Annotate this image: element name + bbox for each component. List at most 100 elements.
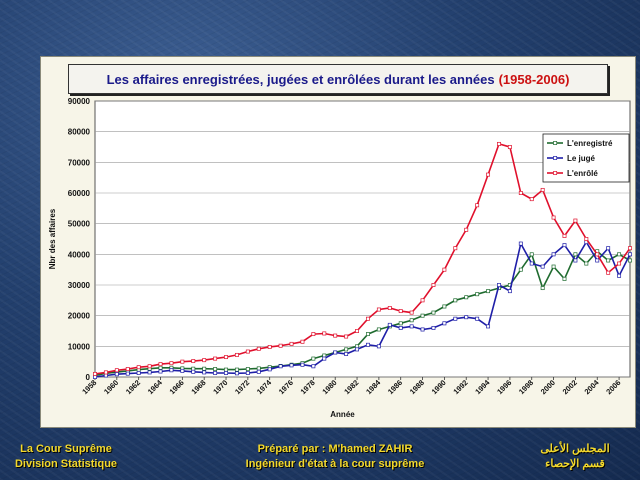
data-point — [497, 141, 501, 146]
data-point — [344, 352, 349, 356]
data-point — [289, 363, 294, 368]
data-point — [486, 324, 491, 329]
data-point — [376, 327, 381, 332]
data-point — [617, 261, 622, 266]
data-point — [518, 267, 523, 272]
y-tick-label: 60000 — [68, 189, 91, 198]
data-point — [628, 252, 632, 257]
data-point — [311, 364, 316, 369]
data-point — [628, 258, 632, 263]
data-point — [431, 310, 436, 315]
data-point — [278, 343, 283, 348]
data-point — [376, 344, 381, 349]
data-point — [234, 371, 239, 376]
x-tick-label: 1986 — [386, 378, 404, 396]
x-tick-label: 2002 — [561, 378, 579, 396]
data-point — [518, 191, 523, 195]
x-tick-label: 1966 — [168, 378, 186, 396]
x-tick-label: 2004 — [582, 377, 601, 396]
data-point — [136, 365, 141, 370]
data-point — [409, 310, 414, 315]
data-point — [191, 369, 196, 374]
data-point — [93, 371, 97, 376]
y-tick-label: 40000 — [68, 250, 91, 259]
x-tick-label: 1964 — [146, 377, 165, 396]
data-point — [333, 350, 338, 355]
data-point — [344, 334, 349, 339]
data-point — [278, 364, 283, 369]
data-point — [158, 365, 163, 370]
data-point — [475, 203, 480, 208]
data-point — [464, 315, 469, 320]
chart-title: Les affaires enregistrées, jugées et enr… — [68, 64, 608, 94]
data-point — [398, 321, 403, 326]
data-point — [311, 356, 316, 361]
footer-middle: Préparé par : M'hamed ZAHIR Ingénieur d'… — [200, 442, 470, 472]
legend-marker — [553, 141, 558, 145]
data-point — [256, 369, 261, 374]
data-point — [464, 295, 469, 300]
data-point — [562, 243, 567, 248]
data-point — [180, 368, 185, 373]
data-point — [529, 252, 534, 257]
x-tick-label: 1984 — [364, 377, 383, 396]
data-point — [540, 187, 545, 192]
data-point — [245, 371, 250, 375]
data-point — [486, 289, 491, 294]
data-point — [595, 258, 600, 263]
data-point — [431, 325, 436, 330]
legend-label: L'enregistré — [567, 139, 613, 148]
x-tick-label: 1996 — [495, 378, 513, 396]
data-point — [409, 318, 414, 323]
data-point — [147, 370, 152, 375]
data-point — [398, 309, 403, 314]
x-tick-label: 1988 — [408, 378, 426, 396]
data-point — [617, 273, 622, 278]
x-tick-label: 1998 — [517, 378, 535, 396]
data-point — [202, 370, 207, 375]
data-point — [202, 358, 207, 363]
data-point — [125, 367, 130, 371]
data-point — [224, 367, 228, 372]
x-tick-label: 1958 — [80, 378, 98, 396]
data-point — [540, 264, 545, 269]
data-point — [366, 316, 370, 321]
footer-left: La Cour Suprême Division Statistique — [6, 442, 126, 472]
footer-author-title: Ingénieur d'état à la cour suprême — [245, 458, 425, 470]
data-point — [103, 370, 108, 375]
y-tick-label: 0 — [86, 373, 91, 382]
x-tick-label: 1962 — [124, 378, 142, 396]
data-point — [191, 359, 196, 364]
line-chart: 0 10000 20000 30000 40000 50000 60000 70000 8000… — [48, 97, 632, 419]
data-point — [595, 252, 600, 257]
data-point — [158, 369, 163, 374]
data-point — [169, 361, 174, 366]
data-point — [256, 346, 261, 351]
x-tick-label: 1990 — [430, 378, 448, 396]
data-point — [628, 246, 632, 251]
data-point — [431, 283, 436, 287]
y-tick-label: 80000 — [68, 128, 91, 137]
data-point — [584, 261, 589, 266]
data-point — [289, 341, 294, 346]
x-tick-label: 1970 — [211, 378, 229, 396]
data-point — [213, 356, 218, 361]
data-point — [497, 283, 501, 287]
footer-author: Préparé par : M'hamed ZAHIR — [257, 443, 413, 455]
data-point — [267, 367, 272, 372]
x-tick-label: 1992 — [451, 378, 469, 396]
legend-label: L'enrôlé — [567, 169, 598, 178]
data-point — [442, 304, 447, 309]
chart-title-text: Les affaires enregistrées, jugées et enr… — [106, 71, 495, 87]
data-point — [300, 362, 305, 367]
x-tick-label: 1960 — [102, 378, 120, 396]
data-point — [366, 342, 370, 347]
data-point — [606, 246, 611, 251]
y-tick-label: 30000 — [68, 281, 91, 290]
data-point — [245, 367, 250, 371]
data-point — [540, 286, 545, 291]
data-point — [322, 356, 327, 361]
x-tick-label: 1980 — [320, 378, 338, 396]
x-tick-label: 2000 — [539, 378, 557, 396]
data-point — [573, 218, 578, 223]
